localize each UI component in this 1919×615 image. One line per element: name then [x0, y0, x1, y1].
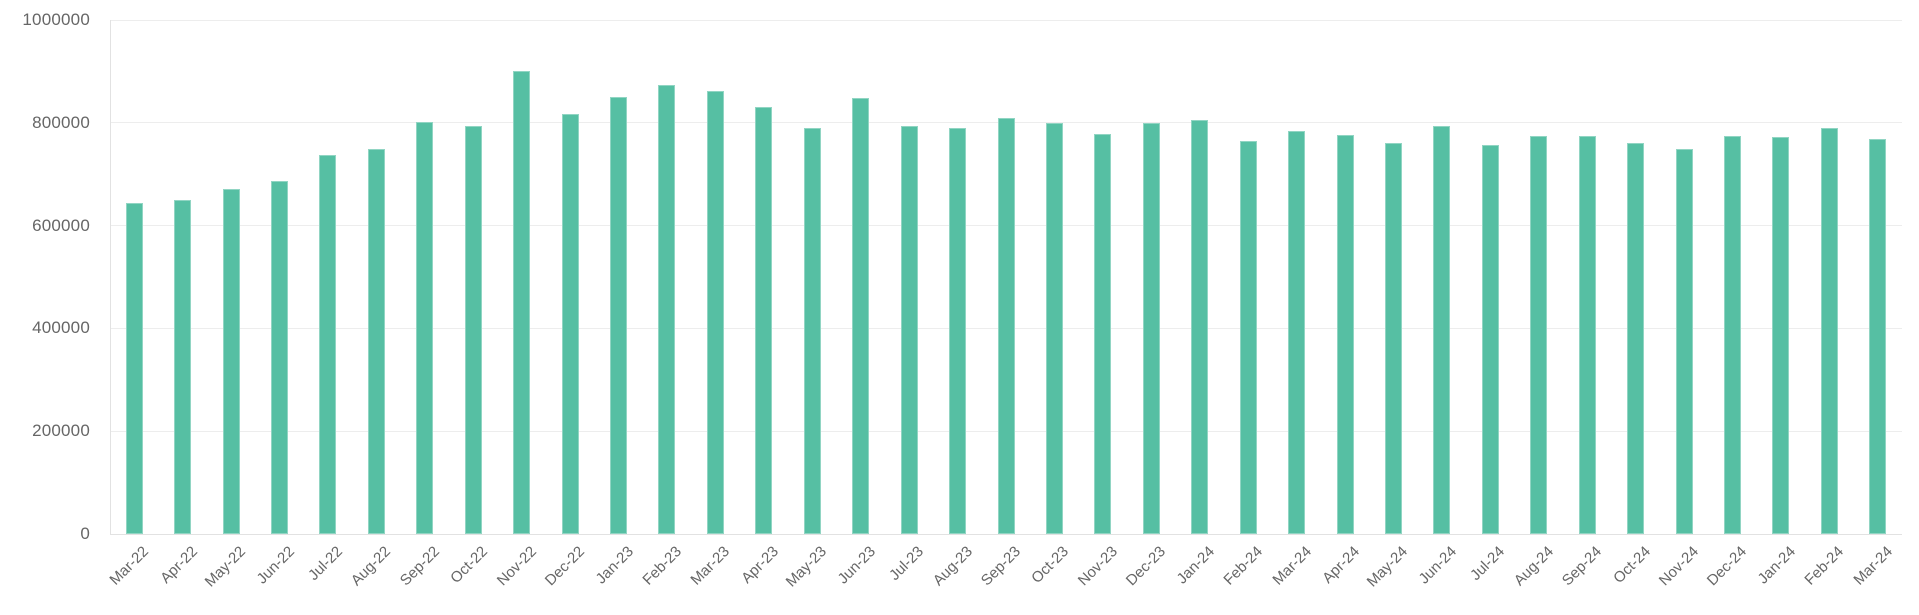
x-tick-label: Dec-24	[1704, 543, 1751, 590]
x-tick-label: May-23	[782, 543, 831, 591]
bar-apr-24[interactable]	[1336, 134, 1354, 534]
y-tick-label: 200000	[32, 421, 90, 441]
y-tick-label: 600000	[32, 215, 90, 235]
x-tick-label: May-24	[1364, 543, 1412, 591]
bar-nov-23[interactable]	[1094, 133, 1112, 534]
x-tick-label: Jun-23	[834, 543, 879, 588]
bar-jul-22[interactable]	[319, 154, 337, 534]
x-tick-label: Feb-24	[1220, 543, 1267, 589]
bar-feb-24[interactable]	[1239, 140, 1257, 534]
bar-apr-23[interactable]	[755, 106, 773, 534]
x-tick-label: Apr-22	[156, 543, 201, 587]
y-tick-label: 400000	[32, 318, 90, 338]
bar-sep-22[interactable]	[416, 122, 434, 534]
y-tick-label: 0	[80, 524, 90, 543]
x-tick-label: Apr-23	[737, 543, 782, 587]
bar-jan-23[interactable]	[610, 97, 628, 534]
gridline	[110, 19, 1902, 21]
bar-apr-22[interactable]	[174, 199, 192, 534]
x-tick-label: Nov-23	[1074, 543, 1121, 590]
x-tick-label: Jul-22	[305, 543, 346, 584]
bar-feb-23[interactable]	[658, 84, 676, 534]
bar-sep-23[interactable]	[997, 117, 1015, 534]
x-tick-label: Mar-24	[1850, 543, 1896, 589]
bar-may-22[interactable]	[222, 189, 240, 534]
x-tick-label: Nov-22	[493, 543, 540, 590]
bar-jun-23[interactable]	[852, 97, 870, 534]
x-tick-label: Feb-24	[1801, 543, 1848, 589]
x-tick-label: Aug-24	[1510, 543, 1557, 590]
x-tick-label: Nov-24	[1655, 543, 1703, 590]
bar-oct-24[interactable]	[1627, 142, 1645, 534]
bar-aug-24[interactable]	[1530, 136, 1548, 534]
x-tick-label: Mar-22	[106, 543, 153, 589]
bar-oct-23[interactable]	[1045, 122, 1063, 534]
bar-jun-24[interactable]	[1433, 125, 1451, 534]
y-tick-label: 800000	[32, 112, 90, 132]
bar-mar-22[interactable]	[125, 202, 143, 534]
bar-jul-24[interactable]	[1481, 144, 1499, 534]
x-tick-label: Sep-24	[1558, 543, 1606, 590]
bar-aug-23[interactable]	[949, 127, 967, 534]
bar-jan-24[interactable]	[1772, 137, 1790, 534]
bar-jul-23[interactable]	[900, 125, 918, 534]
x-tick-label: Apr-24	[1319, 543, 1364, 587]
x-tick-label: Oct-22	[447, 543, 492, 587]
x-tick-label: Jan-24	[1173, 543, 1218, 588]
x-tick-label: Dec-23	[1123, 543, 1170, 590]
x-tick-label: Oct-23	[1028, 543, 1073, 587]
bar-dec-24[interactable]	[1723, 136, 1741, 534]
bar-jun-22[interactable]	[271, 180, 288, 534]
bar-dec-22[interactable]	[561, 114, 579, 534]
y-axis-line	[110, 20, 111, 534]
bar-sep-24[interactable]	[1578, 136, 1596, 534]
x-tick-label: Oct-24	[1609, 543, 1654, 587]
x-tick-label: Jan-24	[1754, 543, 1799, 588]
x-tick-label: Mar-24	[1268, 543, 1315, 589]
bar-mar-23[interactable]	[706, 91, 724, 534]
x-tick-label: Mar-23	[687, 543, 734, 589]
x-tick-label: Jan-23	[592, 543, 637, 588]
bar-aug-22[interactable]	[367, 149, 385, 534]
bar-oct-22[interactable]	[464, 125, 482, 534]
bar-mar-24[interactable]	[1288, 131, 1306, 534]
bar-may-24[interactable]	[1384, 142, 1402, 534]
bar-dec-23[interactable]	[1142, 122, 1160, 534]
x-tick-label: Sep-23	[977, 543, 1025, 590]
x-tick-label: Aug-22	[348, 543, 395, 590]
x-tick-label: Sep-22	[396, 543, 443, 590]
bar-feb-24[interactable]	[1820, 127, 1838, 534]
bar-may-23[interactable]	[803, 127, 821, 534]
bar-jan-24[interactable]	[1191, 120, 1209, 534]
x-tick-label: Feb-23	[639, 543, 685, 589]
bar-mar-24[interactable]	[1869, 138, 1887, 534]
bar-nov-22[interactable]	[513, 71, 531, 534]
x-tick-label: Jun-22	[253, 543, 298, 588]
x-tick-label: May-22	[201, 543, 250, 591]
bar-nov-24[interactable]	[1675, 149, 1693, 534]
x-tick-label: Dec-22	[541, 543, 589, 590]
x-tick-label: Jul-23	[886, 543, 928, 584]
x-tick-label: Aug-23	[929, 543, 976, 590]
y-tick-label: 1000000	[22, 10, 90, 29]
x-tick-label: Jun-24	[1415, 543, 1460, 588]
x-tick-label: Jul-24	[1467, 543, 1509, 584]
